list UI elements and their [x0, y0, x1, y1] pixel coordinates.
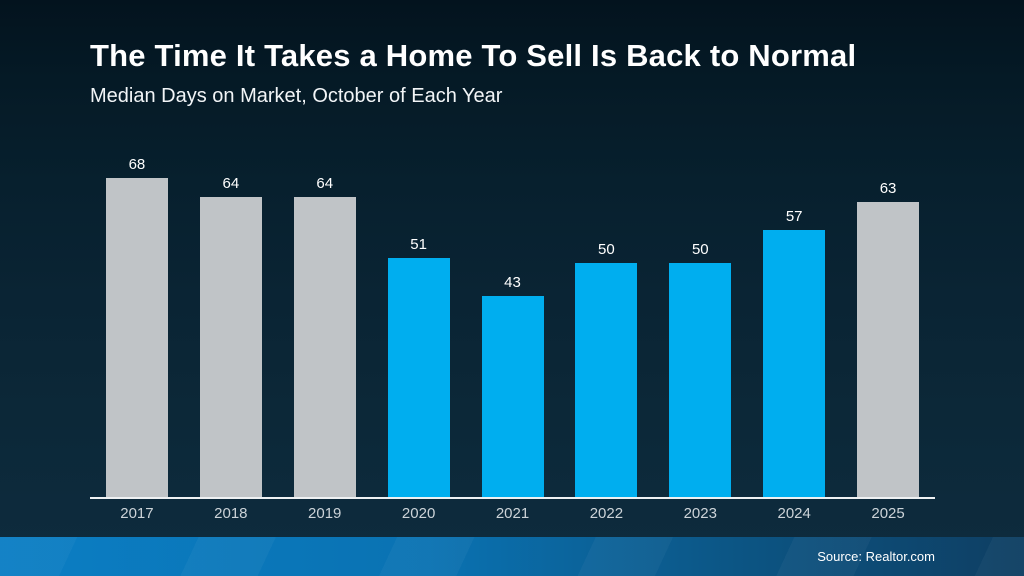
- bar-2020: [387, 258, 450, 498]
- x-axis-label-2024: 2024: [777, 505, 811, 522]
- bar-2024: [763, 230, 826, 498]
- x-axis-label-2018: 2018: [214, 505, 248, 522]
- x-axis-label-2022: 2022: [589, 505, 624, 522]
- bar-value-label: 50: [691, 241, 709, 258]
- bar-value-label: 64: [222, 175, 240, 192]
- bar-value-label: 51: [410, 236, 427, 253]
- bar-2017: [105, 178, 168, 498]
- bar-slot-2023: 50: [653, 155, 747, 498]
- bar-2025: [857, 202, 920, 498]
- x-axis-label-2025: 2025: [871, 505, 905, 522]
- bar-slot-2020: 51: [372, 155, 466, 498]
- bar-value-label: 57: [785, 208, 803, 225]
- x-axis-label-2019: 2019: [308, 505, 342, 522]
- bar-2018: [199, 197, 262, 498]
- bar-slot-2019: 64: [278, 155, 372, 498]
- bar-value-label: 50: [598, 241, 615, 258]
- bar-2019: [293, 197, 356, 498]
- bar-value-label: 43: [504, 274, 521, 291]
- x-axis-label-2021: 2021: [495, 505, 530, 522]
- x-axis-baseline: [90, 497, 935, 499]
- bar-slot-2025: 63: [841, 155, 935, 498]
- chart-title: The Time It Takes a Home To Sell Is Back…: [90, 38, 857, 73]
- bar-slot-2024: 57: [747, 155, 841, 498]
- x-axis-label-2017: 2017: [120, 505, 154, 522]
- bar-2021: [481, 296, 544, 498]
- bar-slot-2022: 50: [559, 155, 653, 498]
- bar-2023: [669, 263, 732, 498]
- bar-value-label: 63: [879, 180, 897, 197]
- x-axis-label-2020: 2020: [401, 505, 436, 522]
- bar-2022: [575, 263, 638, 498]
- footer-band: Source: Realtor.com: [0, 537, 1024, 576]
- bar-slot-2018: 64: [184, 155, 278, 498]
- chart-subtitle: Median Days on Market, October of Each Y…: [90, 85, 503, 107]
- bar-slot-2021: 43: [466, 155, 560, 498]
- bar-slot-2017: 68: [90, 155, 184, 498]
- bar-value-label: 64: [316, 175, 334, 192]
- bar-value-label: 68: [128, 156, 146, 173]
- x-axis-label-2023: 2023: [683, 505, 717, 522]
- x-axis-labels: 2017 2018 2019 2020 2021 2022 2023 2024 2025: [90, 505, 935, 522]
- source-attribution: Source: Realtor.com: [817, 549, 935, 564]
- bar-chart-plot-area: 68 64 64 51 43 50 50 57 63: [90, 155, 935, 498]
